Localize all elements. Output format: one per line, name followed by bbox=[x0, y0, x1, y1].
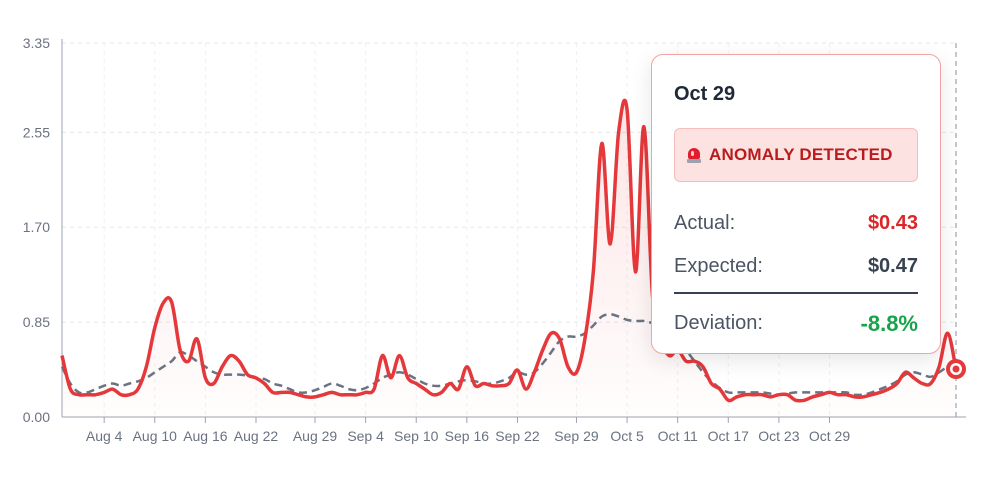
anomaly-marker-dot bbox=[952, 365, 960, 373]
x-tick-label: Sep 4 bbox=[347, 428, 384, 444]
x-tick-label: Sep 16 bbox=[445, 428, 490, 444]
x-tick-label: Aug 29 bbox=[293, 428, 338, 444]
y-tick-label: 0.00 bbox=[23, 409, 50, 425]
x-tick-label: Aug 10 bbox=[133, 428, 178, 444]
x-tick-label: Oct 5 bbox=[610, 428, 644, 444]
x-tick-label: Oct 17 bbox=[708, 428, 749, 444]
deviation-row: Deviation: -8.8% bbox=[674, 302, 918, 345]
x-tick-label: Oct 29 bbox=[809, 428, 850, 444]
x-tick-label: Aug 4 bbox=[86, 428, 123, 444]
anomaly-badge: ANOMALY DETECTED bbox=[674, 128, 918, 182]
expected-value: $0.47 bbox=[867, 255, 918, 277]
tooltip-date: Oct 29 bbox=[674, 83, 736, 105]
expected-row: Expected: $0.47 bbox=[674, 245, 918, 288]
expected-label: Expected: bbox=[674, 255, 763, 277]
actual-series-line bbox=[60, 98, 958, 403]
y-tick-label: 1.70 bbox=[23, 219, 50, 235]
siren-icon bbox=[687, 147, 701, 163]
x-tick-label: Sep 22 bbox=[495, 428, 540, 444]
x-axis-ticks: Aug 4 Aug 10 Aug 16 Aug 22 Aug 29 Sep 4 Sep 10… bbox=[86, 428, 850, 444]
chart-markers[interactable] bbox=[946, 43, 966, 417]
x-tick-label: Sep 10 bbox=[394, 428, 439, 444]
x-tick-label: Oct 11 bbox=[658, 428, 698, 444]
expected-series-line bbox=[60, 313, 957, 397]
x-tick-label: Aug 16 bbox=[183, 428, 228, 444]
y-tick-label: 3.35 bbox=[23, 35, 50, 51]
actual-label: Actual: bbox=[674, 212, 736, 234]
x-tick-label: Oct 23 bbox=[758, 428, 799, 444]
deviation-value: -8.8% bbox=[860, 310, 918, 336]
actual-row: Actual: $0.43 bbox=[674, 202, 918, 245]
tooltip-divider bbox=[674, 292, 918, 294]
actual-area bbox=[62, 100, 956, 417]
x-tick-label: Sep 29 bbox=[554, 428, 599, 444]
deviation-label: Deviation: bbox=[674, 312, 763, 334]
anomaly-tooltip: Oct 29 ANOMALY DETECTED Actual: $0.43 Ex… bbox=[651, 54, 941, 354]
actual-value: $0.43 bbox=[867, 212, 918, 234]
chart-series bbox=[60, 98, 958, 417]
y-tick-label: 0.85 bbox=[23, 314, 50, 330]
y-axis-ticks: 0.00 0.85 1.70 2.55 3.35 bbox=[23, 35, 50, 425]
y-tick-label: 2.55 bbox=[23, 124, 50, 140]
x-tick-label: Aug 22 bbox=[234, 428, 279, 444]
anomaly-badge-label: ANOMALY DETECTED bbox=[709, 145, 893, 164]
